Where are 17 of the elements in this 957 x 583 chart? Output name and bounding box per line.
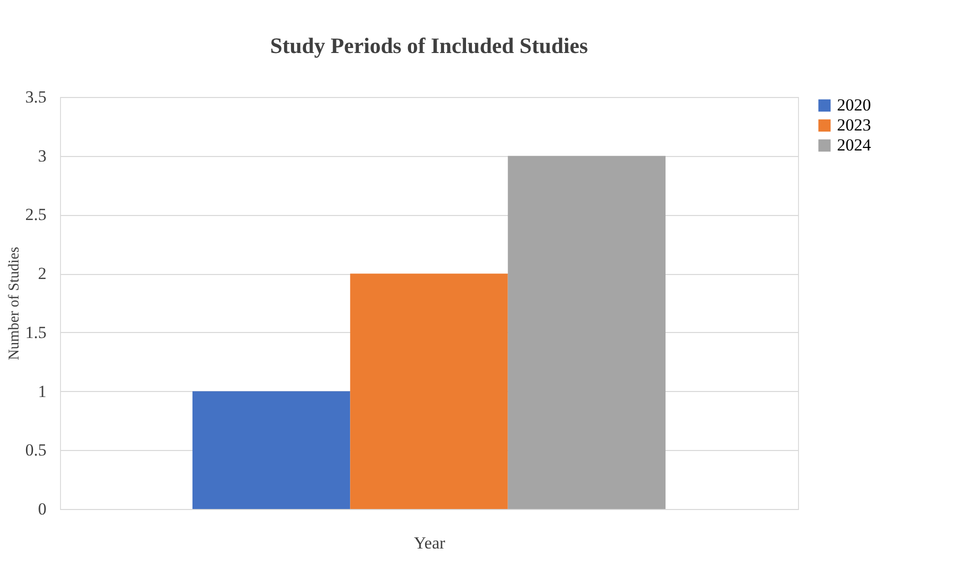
y-tick-label: 2 — [38, 264, 46, 284]
y-tick-label: 1.5 — [25, 322, 46, 342]
y-tick-label: 2.5 — [25, 205, 46, 224]
legend-label: 2020 — [837, 96, 871, 114]
y-tick-label: 0.5 — [25, 440, 46, 460]
bar — [350, 274, 508, 509]
bar — [192, 391, 350, 509]
y-tick-label: 3.5 — [25, 88, 46, 106]
bar — [508, 156, 666, 509]
y-tick-label: 0 — [38, 500, 46, 518]
y-tick-label: 3 — [38, 146, 46, 166]
legend-label: 2024 — [837, 136, 872, 154]
y-axis-title: Number of Studies — [6, 246, 22, 360]
legend-label: 2023 — [837, 116, 871, 134]
chart-title: Study Periods of Included Studies — [270, 33, 588, 58]
y-tick-label: 1 — [38, 382, 46, 401]
x-axis-title: Year — [414, 534, 446, 552]
